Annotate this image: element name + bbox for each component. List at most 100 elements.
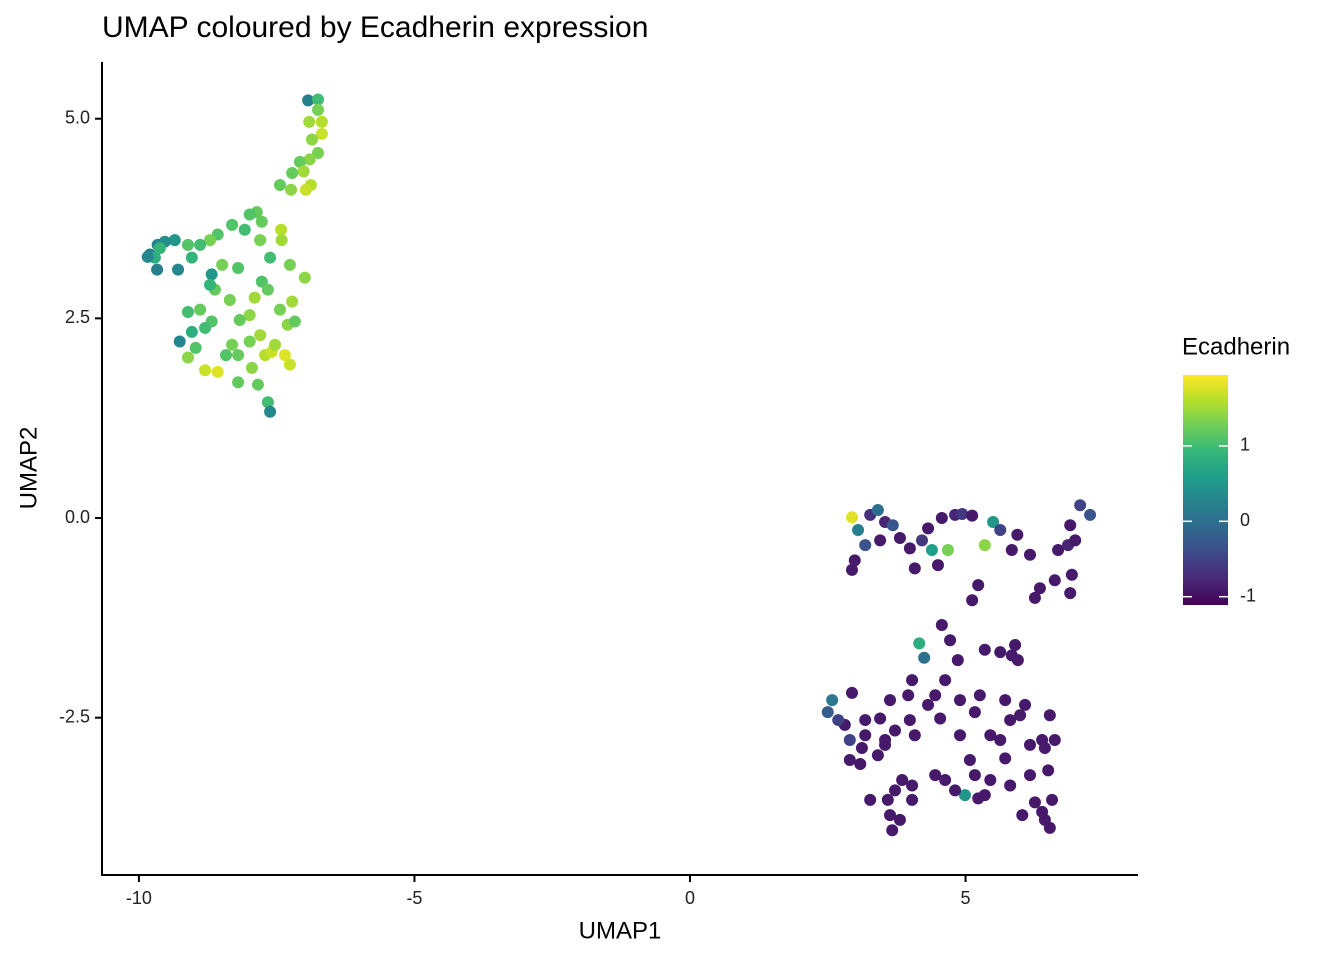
point [219, 349, 232, 362]
point [1038, 742, 1051, 755]
point [303, 115, 316, 128]
point [243, 335, 256, 348]
y-tick-label: 0.0 [65, 507, 90, 527]
point [884, 809, 897, 822]
point [973, 689, 986, 702]
point [915, 534, 928, 547]
point [972, 792, 985, 805]
legend-title: Ecadherin [1182, 333, 1290, 360]
point [1065, 568, 1078, 581]
point [966, 594, 979, 607]
point [312, 103, 325, 116]
point [906, 793, 919, 806]
point [843, 734, 856, 747]
point [925, 543, 938, 556]
point [999, 752, 1012, 765]
point [1009, 638, 1022, 651]
point [999, 694, 1012, 707]
point [1011, 654, 1024, 667]
point [848, 554, 861, 567]
point [888, 784, 901, 797]
point [893, 813, 906, 826]
point [1033, 582, 1046, 595]
point [939, 674, 952, 687]
point [874, 712, 887, 725]
point [312, 93, 325, 106]
point [153, 242, 166, 255]
point [922, 698, 935, 711]
point [194, 238, 207, 251]
y-axis-label: UMAP2 [15, 427, 42, 510]
point [855, 742, 868, 755]
point [1084, 508, 1097, 521]
point [821, 706, 834, 719]
point [886, 824, 899, 837]
colorbar-tick-label: 0 [1240, 510, 1250, 530]
point [1036, 805, 1049, 818]
point [893, 531, 906, 544]
point [261, 396, 274, 409]
point [968, 706, 981, 719]
point [929, 689, 942, 702]
point [966, 509, 979, 522]
point [312, 147, 325, 160]
point [906, 674, 919, 687]
point [954, 694, 967, 707]
y-tick-label: 2.5 [65, 307, 90, 327]
colorbar-tick-label: 1 [1240, 435, 1250, 455]
point [845, 563, 858, 576]
point [303, 153, 316, 166]
point [264, 405, 277, 418]
point [1048, 734, 1061, 747]
point [173, 335, 186, 348]
point [884, 694, 897, 707]
point [1023, 769, 1036, 782]
point [1043, 821, 1056, 834]
point [264, 251, 277, 264]
point [315, 115, 328, 128]
point [902, 689, 915, 702]
point [903, 542, 916, 555]
point [956, 508, 969, 521]
point [934, 712, 947, 725]
point [141, 250, 154, 263]
point [1023, 738, 1036, 751]
point [151, 263, 164, 276]
point [864, 793, 877, 806]
point [302, 94, 315, 107]
point [248, 291, 261, 304]
point [922, 522, 935, 535]
point [1064, 587, 1077, 600]
colorbar [1183, 375, 1228, 605]
point [939, 773, 952, 786]
point [205, 268, 218, 281]
x-tick-label: 0 [685, 888, 695, 908]
point [275, 223, 288, 236]
point [285, 183, 298, 196]
point [854, 757, 867, 770]
point [871, 749, 884, 762]
point [254, 234, 267, 247]
x-tick-label: -10 [126, 888, 152, 908]
point [286, 295, 299, 308]
point [1064, 519, 1077, 532]
point [238, 223, 251, 236]
point [1005, 543, 1018, 556]
x-tick-label: 5 [961, 888, 971, 908]
point [1016, 809, 1029, 822]
point [189, 341, 202, 354]
point [199, 321, 212, 334]
point [913, 637, 926, 650]
point [941, 543, 954, 556]
point [243, 208, 256, 221]
point [245, 361, 258, 374]
point [963, 753, 976, 766]
point [293, 155, 306, 168]
point [1074, 499, 1087, 512]
point [298, 271, 311, 284]
point [181, 238, 194, 251]
point [1004, 714, 1017, 727]
point [826, 694, 839, 707]
point [168, 234, 181, 247]
